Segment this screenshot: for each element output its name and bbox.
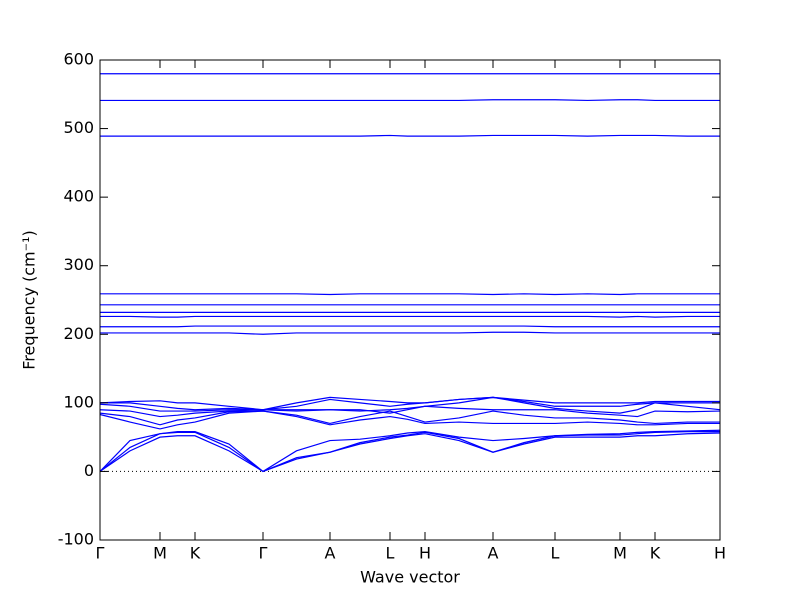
y-tick-label: 300	[63, 255, 94, 274]
band-line	[100, 315, 720, 318]
band-line	[100, 293, 720, 296]
y-tick-label: -100	[58, 530, 94, 549]
y-tick-label: 200	[63, 324, 94, 343]
plot-frame	[99, 59, 721, 541]
x-tick-label: M	[153, 544, 167, 563]
y-tick-label: 400	[63, 187, 94, 206]
band-line	[100, 325, 720, 328]
y-tick-label: 0	[84, 461, 94, 480]
x-tick-label: L	[551, 544, 560, 563]
y-tick-label: 600	[63, 50, 94, 69]
x-tick-label: K	[190, 544, 201, 563]
x-tick-label: L	[386, 544, 395, 563]
x-tick-label: Γ	[96, 544, 105, 563]
band-line	[99, 410, 720, 426]
x-tick-label: H	[419, 544, 431, 563]
band-line	[99, 410, 720, 430]
band-line	[99, 396, 720, 411]
band-line	[99, 405, 721, 418]
x-tick-label: K	[650, 544, 661, 563]
band-line	[99, 432, 721, 473]
x-axis-label: Wave vector	[360, 568, 460, 587]
band-line	[99, 396, 721, 414]
x-tick-label: A	[325, 544, 336, 563]
band-line	[99, 429, 721, 473]
x-tick-label: M	[613, 544, 627, 563]
band-line	[100, 396, 720, 411]
y-tick-label: 100	[63, 392, 94, 411]
x-tick-label: A	[488, 544, 499, 563]
band-line	[100, 99, 720, 102]
band-line	[100, 331, 720, 335]
band-line	[99, 431, 720, 473]
y-axis-label: Frequency (cm⁻¹)	[20, 230, 39, 369]
y-tick-label: 500	[63, 118, 94, 137]
x-tick-label: Γ	[259, 544, 268, 563]
x-tick-label: H	[714, 544, 726, 563]
band-line	[100, 134, 720, 137]
